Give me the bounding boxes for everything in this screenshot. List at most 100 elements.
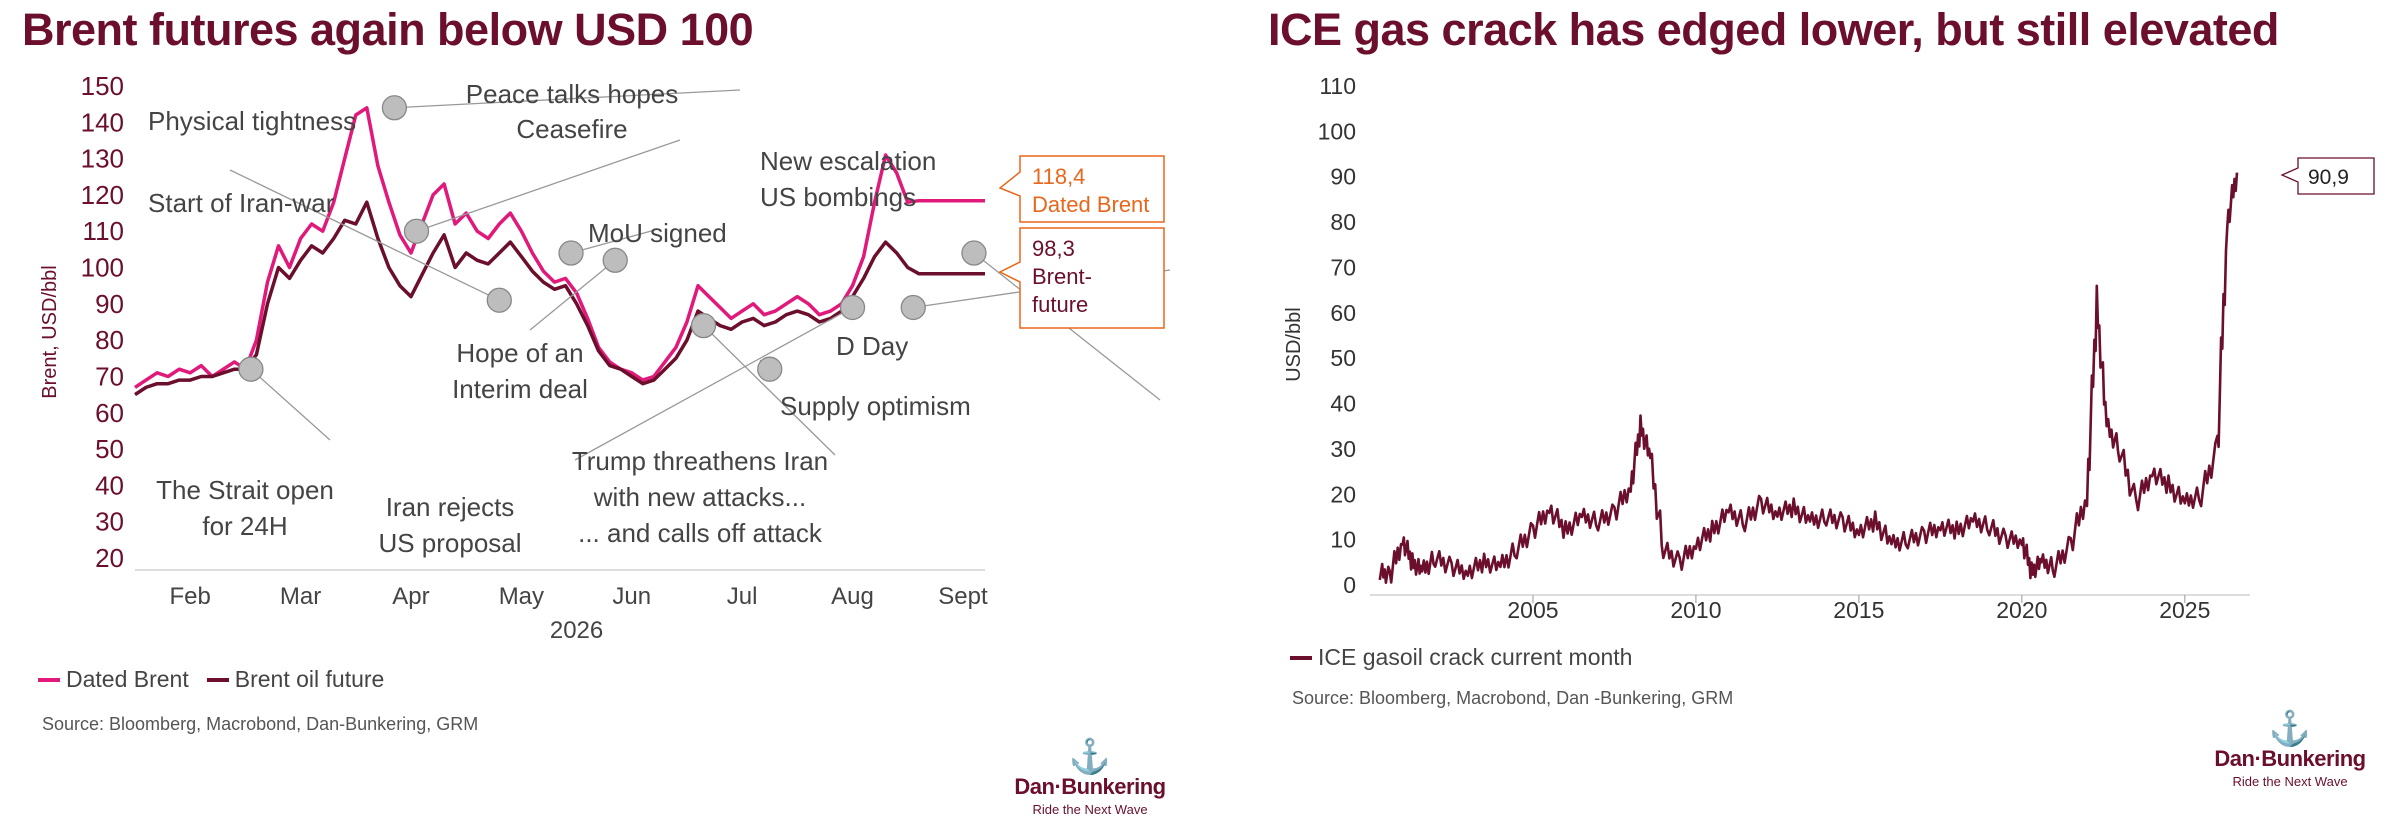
y-tick-label-140: 140 (81, 107, 124, 137)
x-tick-label-jun: Jun (612, 583, 651, 610)
annotation-marker (690, 312, 717, 339)
legend-label-dated-brent: Dated Brent (66, 666, 189, 692)
annotation-marker (839, 294, 866, 321)
annotation-d-day: D Day (836, 331, 908, 361)
y-tick-label-100: 100 (81, 253, 124, 283)
x-axis-year-label: 2026 (550, 617, 603, 644)
x-tick-label-2025: 2025 (2159, 597, 2210, 623)
y-tick-label-90: 90 (95, 289, 124, 319)
legend-label-gasoil-crack: ICE gasoil crack current month (1318, 644, 1633, 670)
y-tick-label-40: 40 (95, 470, 124, 500)
y-tick-label-130: 130 (81, 144, 124, 174)
annotation-leader (250, 368, 331, 441)
annotation-leader (570, 229, 656, 254)
y-tick-label-80: 80 (95, 325, 124, 355)
logo-name: Dan·Bunkering (1014, 774, 1166, 799)
annotation-physical-tightness: Physical tightness (148, 106, 356, 136)
annotation-us-proposal: US proposal (378, 528, 521, 558)
annotation-trump-threathens-iran: Trump threathens Iran (572, 446, 828, 476)
legend-swatch-brent-future (206, 677, 229, 682)
annotation-marker (961, 240, 987, 266)
x-tick-label-feb: Feb (170, 583, 211, 610)
annotation-the-strait-open: The Strait open (156, 475, 334, 505)
annotation-leader (229, 169, 500, 301)
annotation-leader (394, 89, 741, 109)
annotation-mou-signed: MoU signed (588, 218, 727, 248)
callout-label-brent-future: Brent- (1032, 264, 1092, 289)
y-tick-label-70: 70 (95, 361, 124, 391)
annotation-marker (403, 218, 430, 244)
gasoil-crack-chart: 0 10 20 30 40 50 60 70 80 90 100 110 2005 2010 2015 202… (1283, 73, 2375, 623)
callout-value-gasoil-crack: 90,9 (2308, 166, 2349, 189)
annotation-supply-optimism: Supply optimism (780, 391, 971, 421)
x-tick-label-2005: 2005 (1507, 597, 1558, 623)
right-source: Source: Bloomberg, Macrobond, Dan -Bunke… (1292, 688, 1734, 708)
left-chart-title: Brent futures again below USD 100 (22, 4, 754, 55)
left-source: Source: Bloomberg, Macrobond, Dan-Bunker… (42, 714, 479, 734)
annotation-start-of-iran-war: Start of Iran-war (148, 188, 335, 218)
annotation-interim-deal: Interim deal (452, 374, 588, 404)
x-tick-label-may: May (499, 583, 544, 610)
annotation-hope-of-an: Hope of an (456, 338, 583, 368)
right-legend: ICE gasoil crack current month (1290, 644, 1650, 671)
callout-label-dated-brent: Dated Brent (1032, 192, 1149, 217)
annotation-peace-talks-hopes: Peace talks hopes (466, 79, 678, 109)
y-tick-label-10: 10 (1330, 527, 1356, 553)
annotation-and-calls-off-attack: ... and calls off attack (578, 518, 823, 548)
legend-swatch-dated-brent (38, 677, 60, 682)
legend-swatch-gasoil-crack (1290, 655, 1312, 660)
annotation-marker (486, 287, 512, 313)
annotation-leader (703, 325, 836, 456)
y-tick-label-110: 110 (1319, 73, 1356, 99)
left-legend: Dated Brent Brent oil future (38, 666, 402, 693)
y-tick-label-110: 110 (83, 216, 124, 246)
annotation-marker (238, 356, 264, 382)
x-tick-label-2015: 2015 (1833, 597, 1884, 623)
callout-value-dated-brent: 118,4 (1032, 164, 1085, 189)
annotation-leader (529, 259, 616, 331)
y-tick-label-0: 0 (1343, 572, 1356, 598)
logo-mark-icon: ⚓ (1068, 738, 1112, 776)
y-tick-label-30: 30 (1330, 436, 1356, 462)
y-tick-label-120: 120 (81, 180, 124, 210)
callout-label2-brent-future: future (1032, 292, 1088, 317)
y-axis-label: Brent, USD/bbl (39, 265, 61, 398)
callout-box-brent-future (998, 227, 1165, 329)
callout-box-gasoil-crack (2280, 157, 2375, 195)
x-tick-label-apr: Apr (392, 583, 429, 610)
y-tick-label-150: 150 (81, 71, 124, 101)
logo-mark-icon: ⚓ (2268, 710, 2312, 748)
y-tick-label-60: 60 (1330, 300, 1356, 326)
annotation-marker (381, 95, 408, 121)
y-tick-label-30: 30 (95, 507, 124, 537)
x-tick-label-2020: 2020 (1996, 597, 2047, 623)
y-axis-label: USD/bbl (1283, 307, 1305, 381)
annotation-marker (900, 294, 926, 321)
legend-item-dated-brent: Dated Brent (38, 666, 189, 693)
x-tick-label-mar: Mar (280, 583, 321, 610)
callout-value-brent-future: 98,3 (1032, 236, 1075, 261)
annotation-ceasefire: Ceasefire (516, 114, 627, 144)
callout-box-dated-brent (998, 155, 1165, 223)
y-tick-label-20: 20 (1330, 481, 1356, 507)
x-tick-label-sept: Sept (938, 583, 988, 610)
logo-right: ⚓ Dan·Bunkering Ride the Next Wave (2200, 712, 2380, 789)
annotation-leader (574, 306, 853, 461)
legend-label-brent-future: Brent oil future (234, 666, 385, 692)
annotation-iran-rejects: Iran rejects (386, 492, 515, 522)
annotation-with-new-attacks: with new attacks... (593, 482, 806, 512)
y-tick-label-50: 50 (1330, 345, 1356, 371)
y-tick-label-100: 100 (1318, 118, 1356, 144)
annotation-us-bombings: US bombings (760, 182, 916, 212)
y-tick-label-20: 20 (95, 543, 124, 573)
y-tick-label-90: 90 (1330, 164, 1356, 190)
y-tick-label-80: 80 (1330, 209, 1356, 235)
x-tick-label-2010: 2010 (1670, 597, 1721, 623)
legend-item-brent-future: Brent oil future (206, 666, 385, 693)
y-tick-label-40: 40 (1330, 391, 1356, 417)
annotation-marker (757, 356, 783, 382)
annotation-leader (416, 139, 681, 232)
annotation-marker (558, 240, 584, 266)
series-line-gasoil-crack (1378, 172, 2239, 585)
